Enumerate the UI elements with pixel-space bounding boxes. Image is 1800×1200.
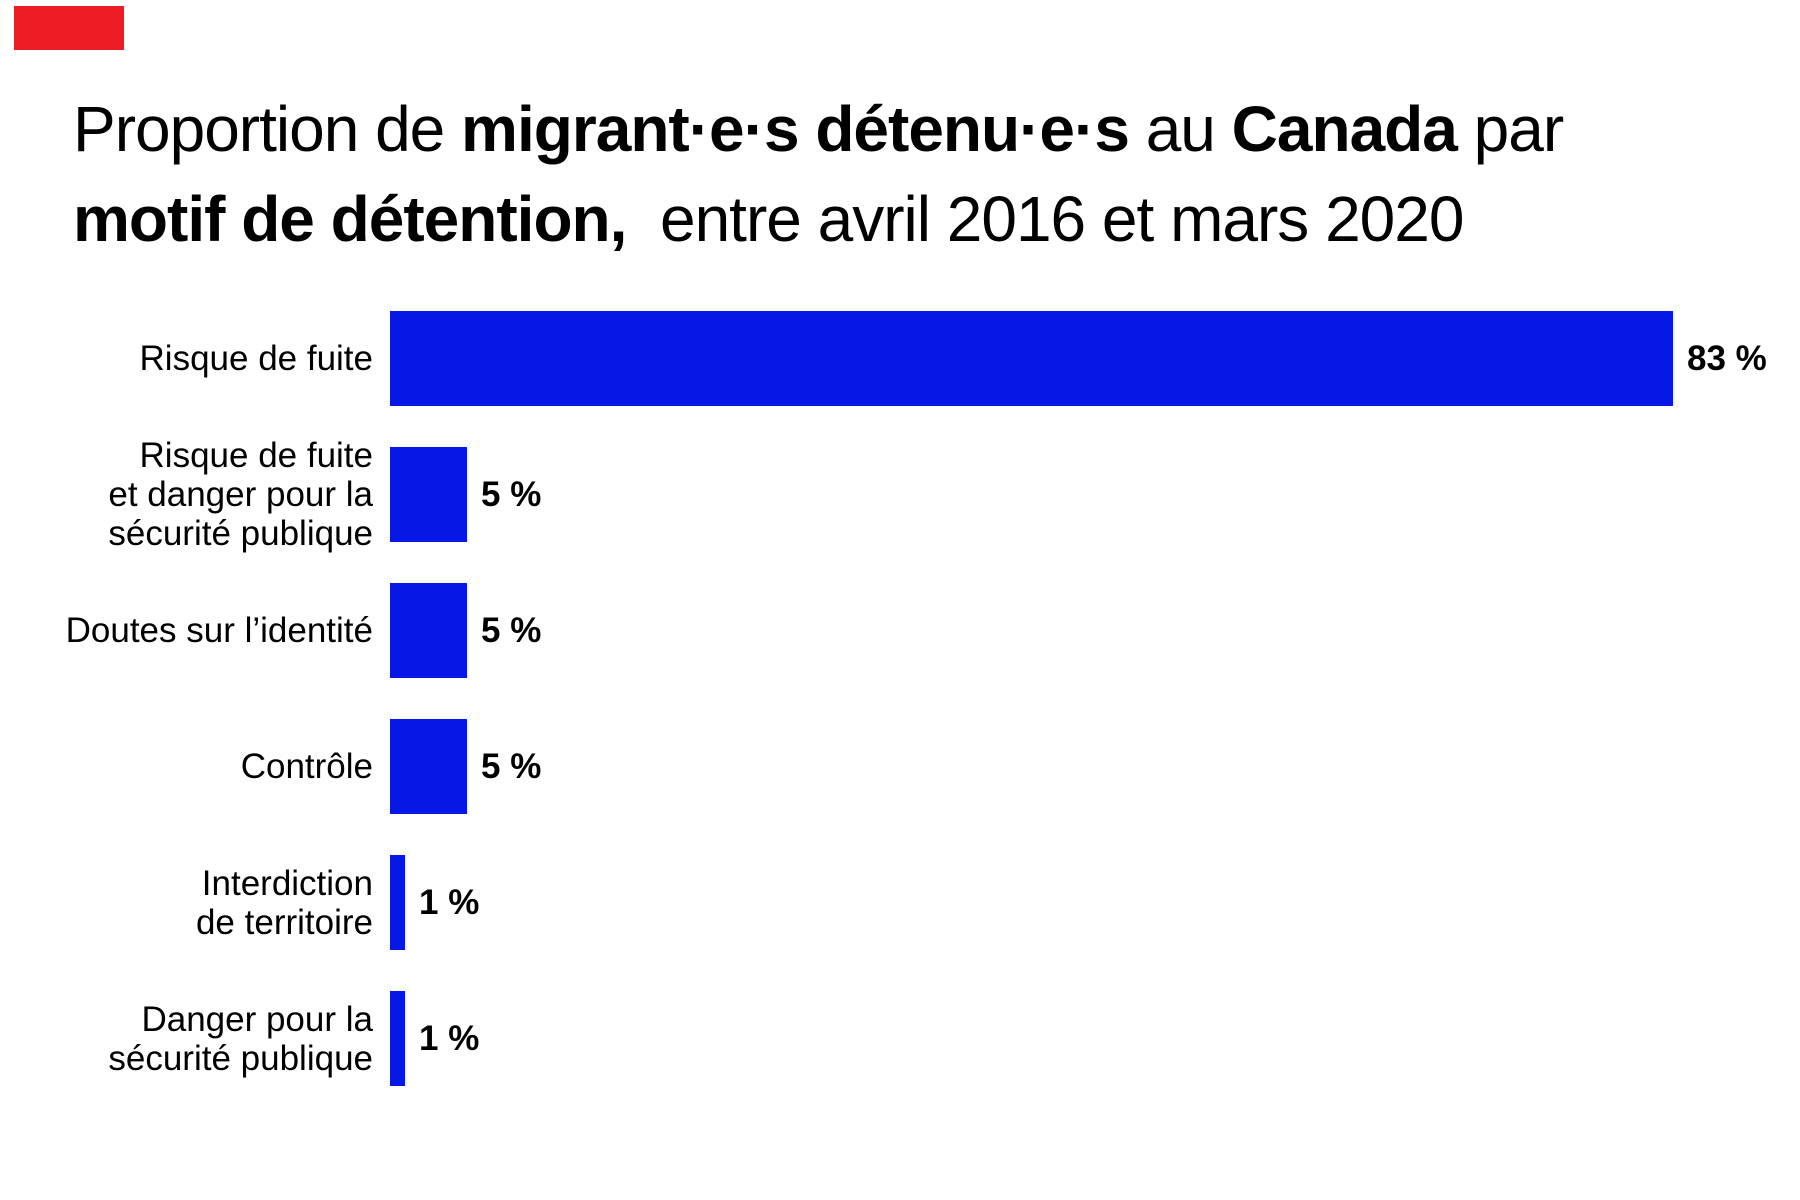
- chart-title: Proportion de migrant·e·s détenu·e·s au …: [73, 84, 1565, 264]
- value-label: 5 %: [481, 474, 542, 514]
- bar: [390, 719, 467, 814]
- category-label: Contrôle: [240, 747, 373, 786]
- title-segment: par: [1456, 93, 1565, 165]
- category-label: Doutes sur l’identité: [65, 611, 373, 650]
- category-label: Risque de fuite: [139, 339, 373, 378]
- title-segment: motif de détention,: [73, 183, 627, 255]
- title-segment: migrant·e·s détenu·e·s: [461, 93, 1130, 165]
- bar: [390, 447, 467, 542]
- category-label: Danger pour la sécurité publique: [108, 999, 373, 1078]
- bar: [390, 311, 1673, 406]
- bar: [390, 583, 467, 678]
- chart-row: Doutes sur l’identité 5 %: [0, 583, 1800, 678]
- chart-row: Contrôle 5 %: [0, 719, 1800, 814]
- category-label: Risque de fuite et danger pour la sécurité…: [108, 436, 373, 553]
- brand-mark-red-rectangle: [14, 6, 124, 50]
- bar-chart: Risque de fuite 83 % Risque de fuite et d…: [0, 311, 1800, 1127]
- title-segment: Proportion de: [73, 93, 462, 165]
- title-segment: Canada: [1231, 93, 1458, 165]
- category-label: Interdiction de territoire: [195, 863, 373, 942]
- value-label: 83 %: [1687, 338, 1767, 378]
- value-label: 5 %: [481, 610, 542, 650]
- value-label: 5 %: [481, 746, 542, 786]
- bar: [390, 991, 405, 1086]
- title-segment: au: [1128, 93, 1232, 165]
- chart-title-line-2: motif de détention, entre avril 2016 et …: [73, 174, 1563, 264]
- bar: [390, 855, 405, 950]
- chart-title-line-1: Proportion de migrant·e·s détenu·e·s au …: [73, 84, 1565, 174]
- chart-row: Risque de fuite 83 %: [0, 311, 1800, 406]
- value-label: 1 %: [419, 882, 480, 922]
- chart-row: Risque de fuite et danger pour la sécurité…: [0, 436, 1800, 553]
- value-label: 1 %: [419, 1018, 480, 1058]
- chart-row: Danger pour la sécurité publique 1 %: [0, 991, 1800, 1086]
- chart-row: Interdiction de territoire 1 %: [0, 855, 1800, 950]
- title-segment: entre avril 2016 et mars 2020: [626, 183, 1464, 255]
